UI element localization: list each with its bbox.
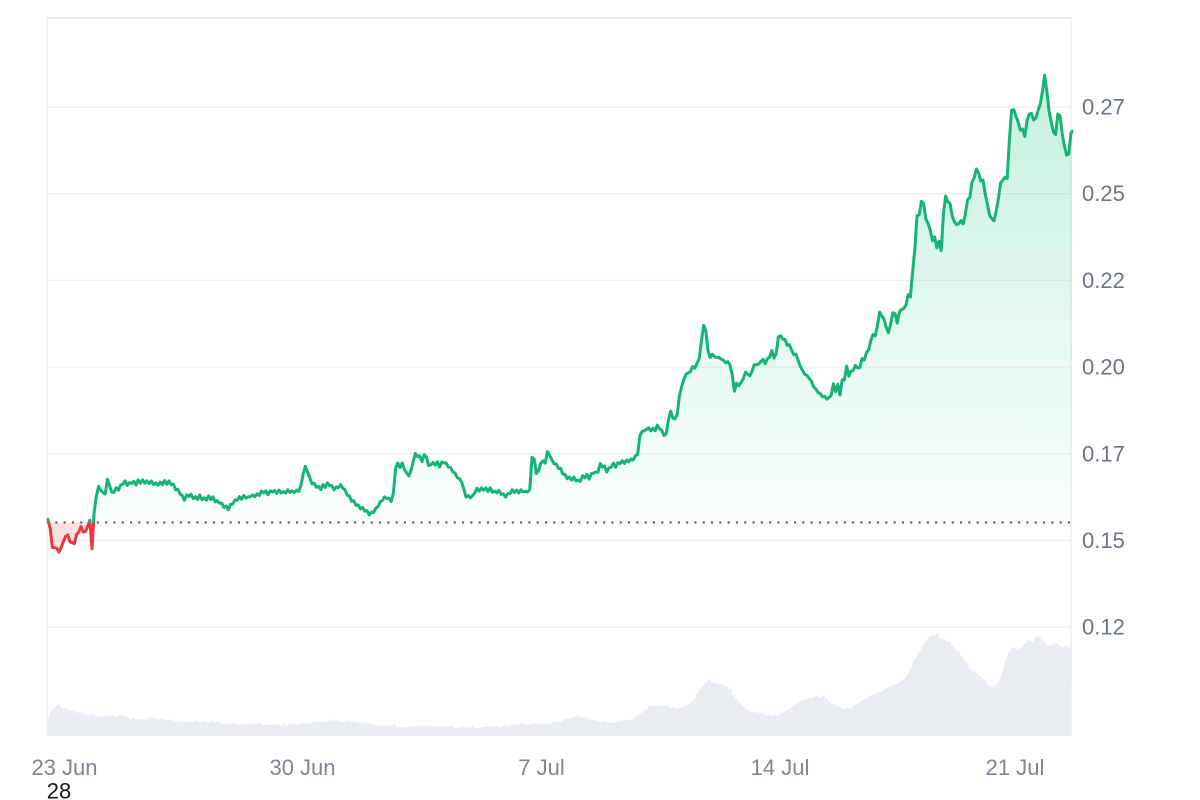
svg-text:0.17: 0.17 xyxy=(1082,441,1125,466)
svg-text:0.22: 0.22 xyxy=(1082,268,1125,293)
svg-text:0.15: 0.15 xyxy=(1082,528,1125,553)
svg-text:7 Jul: 7 Jul xyxy=(518,755,564,780)
svg-text:30 Jun: 30 Jun xyxy=(269,755,335,780)
svg-text:0.12: 0.12 xyxy=(1082,615,1125,640)
svg-text:0.27: 0.27 xyxy=(1082,95,1125,120)
svg-text:0.20: 0.20 xyxy=(1082,355,1125,380)
svg-text:23 Jun: 23 Jun xyxy=(31,755,97,780)
svg-text:14 Jul: 14 Jul xyxy=(751,755,810,780)
svg-text:0.25: 0.25 xyxy=(1082,181,1125,206)
svg-text:28: 28 xyxy=(47,779,71,800)
svg-text:21 Jul: 21 Jul xyxy=(986,755,1045,780)
